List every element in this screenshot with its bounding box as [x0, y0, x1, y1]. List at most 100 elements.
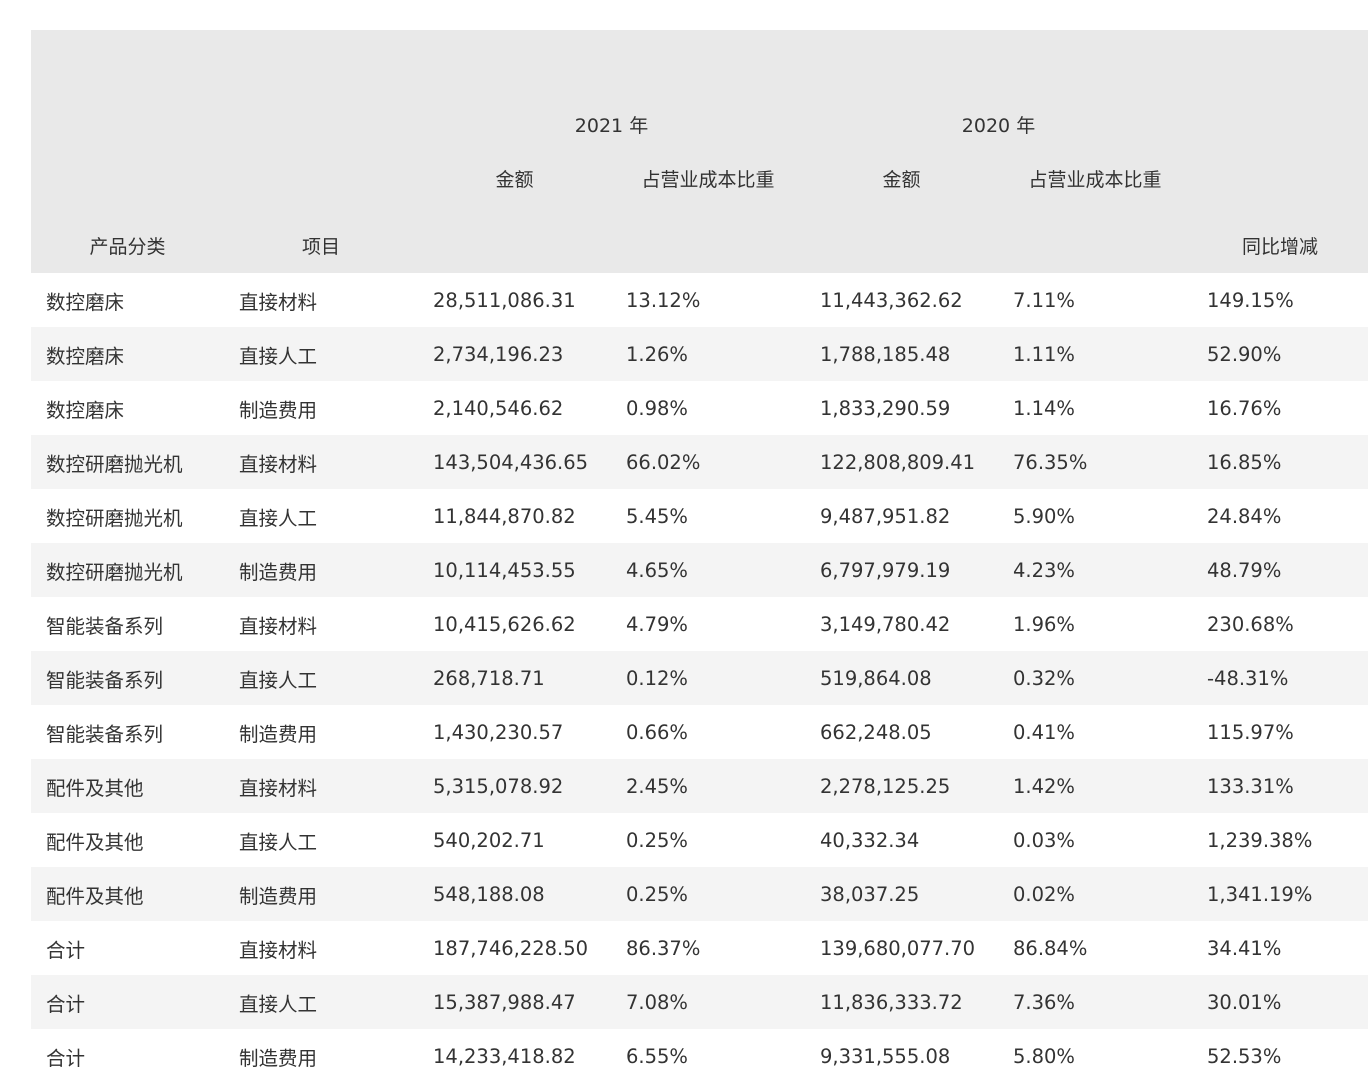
cell-category: 智能装备系列 [31, 651, 224, 705]
header-ratio-2020: 占营业成本比重 [998, 152, 1192, 273]
table-row: 合计 直接材料 187,746,228.50 86.37% 139,680,077.70… [31, 921, 1368, 975]
header-category: 产品分类 [31, 30, 224, 273]
cell-yoy: 34.41% [1192, 921, 1368, 975]
table-row: 合计 制造费用 14,233,418.82 6.55% 9,331,555.08 5.80… [31, 1029, 1368, 1083]
cell-amount-2021: 10,415,626.62 [418, 597, 611, 651]
table-row: 数控磨床 制造费用 2,140,546.62 0.98% 1,833,290.59 1.1… [31, 381, 1368, 435]
cell-amount-2020: 38,037.25 [805, 867, 998, 921]
cell-ratio-2021: 4.79% [611, 597, 805, 651]
cell-category: 配件及其他 [31, 813, 224, 867]
cell-amount-2021: 540,202.71 [418, 813, 611, 867]
cell-yoy: 52.53% [1192, 1029, 1368, 1083]
table-row: 数控研磨抛光机 制造费用 10,114,453.55 4.65% 6,797,979.1… [31, 543, 1368, 597]
cell-amount-2020: 662,248.05 [805, 705, 998, 759]
cell-amount-2020: 2,278,125.25 [805, 759, 998, 813]
cell-amount-2021: 2,140,546.62 [418, 381, 611, 435]
table-row: 智能装备系列 制造费用 1,430,230.57 0.66% 662,248.05 0.4… [31, 705, 1368, 759]
header-yoy: 同比增减 [1192, 30, 1368, 273]
table-row: 智能装备系列 直接人工 268,718.71 0.12% 519,864.08 0.32%… [31, 651, 1368, 705]
header-year-2021: 2021 年 [418, 30, 805, 152]
cell-item: 直接人工 [224, 651, 418, 705]
table-body: 数控磨床 直接材料 28,511,086.31 13.12% 11,443,362.62… [31, 273, 1368, 1083]
cell-ratio-2020: 5.90% [998, 489, 1192, 543]
table-row: 配件及其他 直接人工 540,202.71 0.25% 40,332.34 0.03% 1,… [31, 813, 1368, 867]
cell-ratio-2020: 7.36% [998, 975, 1192, 1029]
cell-amount-2021: 5,315,078.92 [418, 759, 611, 813]
cell-amount-2020: 122,808,809.41 [805, 435, 998, 489]
cell-ratio-2021: 0.25% [611, 813, 805, 867]
table-row: 数控研磨抛光机 直接人工 11,844,870.82 5.45% 9,487,951.8… [31, 489, 1368, 543]
cell-ratio-2020: 4.23% [998, 543, 1192, 597]
cell-ratio-2021: 1.26% [611, 327, 805, 381]
cell-item: 制造费用 [224, 705, 418, 759]
cell-ratio-2021: 0.98% [611, 381, 805, 435]
cell-amount-2021: 11,844,870.82 [418, 489, 611, 543]
cell-yoy: 133.31% [1192, 759, 1368, 813]
cell-ratio-2020: 76.35% [998, 435, 1192, 489]
cell-yoy: 1,239.38% [1192, 813, 1368, 867]
cell-item: 制造费用 [224, 543, 418, 597]
header-ratio-2021: 占营业成本比重 [611, 152, 805, 273]
cell-amount-2021: 10,114,453.55 [418, 543, 611, 597]
table-row: 数控磨床 直接材料 28,511,086.31 13.12% 11,443,362.62… [31, 273, 1368, 327]
cost-table-container: 产品分类 项目 2021 年 2020 年 同比增减 金额 占营业成本比重 金额… [31, 30, 1368, 1083]
cell-yoy: -48.31% [1192, 651, 1368, 705]
header-amount-2021: 金额 [418, 152, 611, 273]
cell-amount-2021: 143,504,436.65 [418, 435, 611, 489]
cell-amount-2021: 1,430,230.57 [418, 705, 611, 759]
cell-amount-2020: 139,680,077.70 [805, 921, 998, 975]
cell-category: 数控磨床 [31, 381, 224, 435]
cell-ratio-2021: 13.12% [611, 273, 805, 327]
cell-ratio-2020: 0.32% [998, 651, 1192, 705]
cell-category: 智能装备系列 [31, 597, 224, 651]
cell-category: 数控磨床 [31, 327, 224, 381]
cell-ratio-2020: 1.14% [998, 381, 1192, 435]
table-row: 配件及其他 制造费用 548,188.08 0.25% 38,037.25 0.02% 1,… [31, 867, 1368, 921]
header-row-years: 产品分类 项目 2021 年 2020 年 同比增减 [31, 30, 1368, 273]
cell-ratio-2020: 1.11% [998, 327, 1192, 381]
cell-ratio-2020: 0.02% [998, 867, 1192, 921]
cost-table: 产品分类 项目 2021 年 2020 年 同比增减 金额 占营业成本比重 金额… [31, 30, 1368, 1083]
cell-item: 制造费用 [224, 867, 418, 921]
cell-amount-2020: 9,331,555.08 [805, 1029, 998, 1083]
cell-amount-2020: 519,864.08 [805, 651, 998, 705]
table-row: 配件及其他 直接材料 5,315,078.92 2.45% 2,278,125.25 1.… [31, 759, 1368, 813]
cell-ratio-2020: 5.80% [998, 1029, 1192, 1083]
cell-amount-2020: 6,797,979.19 [805, 543, 998, 597]
table-row: 智能装备系列 直接材料 10,415,626.62 4.79% 3,149,780.42… [31, 597, 1368, 651]
table-row: 合计 直接人工 15,387,988.47 7.08% 11,836,333.72 7.3… [31, 975, 1368, 1029]
cell-yoy: 52.90% [1192, 327, 1368, 381]
cell-amount-2020: 9,487,951.82 [805, 489, 998, 543]
cell-category: 数控研磨抛光机 [31, 489, 224, 543]
cell-amount-2020: 1,833,290.59 [805, 381, 998, 435]
cell-category: 配件及其他 [31, 867, 224, 921]
table-row: 数控磨床 直接人工 2,734,196.23 1.26% 1,788,185.48 1.1… [31, 327, 1368, 381]
cell-amount-2020: 11,836,333.72 [805, 975, 998, 1029]
cell-amount-2021: 187,746,228.50 [418, 921, 611, 975]
cell-amount-2020: 3,149,780.42 [805, 597, 998, 651]
cell-yoy: 149.15% [1192, 273, 1368, 327]
table-row: 数控研磨抛光机 直接材料 143,504,436.65 66.02% 122,808,8… [31, 435, 1368, 489]
cell-ratio-2021: 0.66% [611, 705, 805, 759]
cell-ratio-2021: 66.02% [611, 435, 805, 489]
cell-ratio-2021: 7.08% [611, 975, 805, 1029]
cell-ratio-2020: 0.41% [998, 705, 1192, 759]
cell-ratio-2021: 0.25% [611, 867, 805, 921]
cell-amount-2020: 11,443,362.62 [805, 273, 998, 327]
cell-ratio-2021: 6.55% [611, 1029, 805, 1083]
cell-amount-2021: 28,511,086.31 [418, 273, 611, 327]
cell-yoy: 230.68% [1192, 597, 1368, 651]
cell-ratio-2020: 1.42% [998, 759, 1192, 813]
header-year-2020: 2020 年 [805, 30, 1192, 152]
cell-category: 数控磨床 [31, 273, 224, 327]
cell-category: 数控研磨抛光机 [31, 543, 224, 597]
cell-amount-2020: 40,332.34 [805, 813, 998, 867]
cell-category: 数控研磨抛光机 [31, 435, 224, 489]
cell-amount-2021: 14,233,418.82 [418, 1029, 611, 1083]
cell-yoy: 30.01% [1192, 975, 1368, 1029]
cell-item: 直接人工 [224, 489, 418, 543]
header-item: 项目 [224, 30, 418, 273]
cell-item: 制造费用 [224, 381, 418, 435]
cell-ratio-2021: 4.65% [611, 543, 805, 597]
cell-ratio-2020: 86.84% [998, 921, 1192, 975]
